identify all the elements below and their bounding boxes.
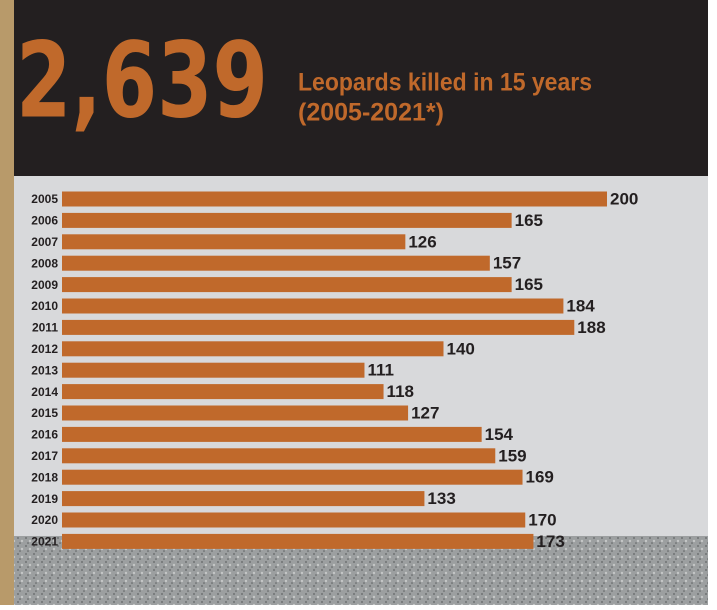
year-label: 2005 [31, 192, 58, 206]
value-label: 169 [526, 468, 554, 487]
value-label: 173 [536, 532, 564, 551]
bar [62, 405, 409, 421]
bar [62, 277, 512, 293]
bar [62, 533, 534, 549]
value-label: 140 [447, 339, 475, 358]
value-label: 126 [408, 232, 436, 251]
year-label: 2013 [31, 363, 58, 377]
value-label: 184 [566, 296, 595, 315]
year-label: 2012 [31, 342, 58, 356]
bar [62, 362, 365, 378]
value-label: 111 [367, 361, 394, 380]
bar [62, 512, 526, 528]
bar [62, 255, 490, 271]
year-label: 2011 [32, 321, 58, 335]
year-label: 2021 [31, 535, 58, 549]
bar [62, 234, 406, 250]
year-label: 2014 [31, 385, 58, 399]
bar [62, 341, 444, 357]
year-label: 2015 [31, 406, 58, 420]
bar [62, 212, 512, 228]
bar [62, 491, 425, 507]
bar [62, 448, 496, 464]
bar [62, 191, 607, 207]
value-label: 165 [515, 275, 543, 294]
year-label: 2008 [31, 256, 58, 270]
value-label: 133 [427, 489, 455, 508]
year-label: 2017 [31, 449, 58, 463]
value-label: 154 [485, 425, 514, 444]
bar [62, 426, 482, 442]
year-label: 2006 [31, 214, 58, 228]
year-label: 2010 [31, 299, 58, 313]
headline: 2,639 [16, 19, 268, 141]
leopard-strip [0, 0, 14, 605]
bar [62, 298, 564, 314]
year-label: 2019 [31, 492, 58, 506]
year-label: 2020 [31, 513, 58, 527]
bar [62, 384, 384, 400]
subtitle-line: (2005-2021*) [298, 99, 444, 127]
year-label: 2016 [31, 428, 58, 442]
value-label: 188 [577, 318, 605, 337]
value-label: 159 [498, 446, 526, 465]
year-label: 2009 [31, 278, 58, 292]
value-label: 200 [610, 189, 638, 208]
bar [62, 319, 575, 335]
year-label: 2007 [31, 235, 58, 249]
value-label: 118 [387, 382, 414, 401]
year-label: 2018 [31, 470, 58, 484]
subtitle-line: Leopards killed in 15 years [298, 69, 592, 97]
value-label: 165 [515, 211, 543, 230]
value-label: 170 [528, 510, 556, 529]
header-panel [0, 0, 708, 176]
bar [62, 469, 523, 485]
value-label: 127 [411, 403, 439, 422]
value-label: 157 [493, 254, 521, 273]
